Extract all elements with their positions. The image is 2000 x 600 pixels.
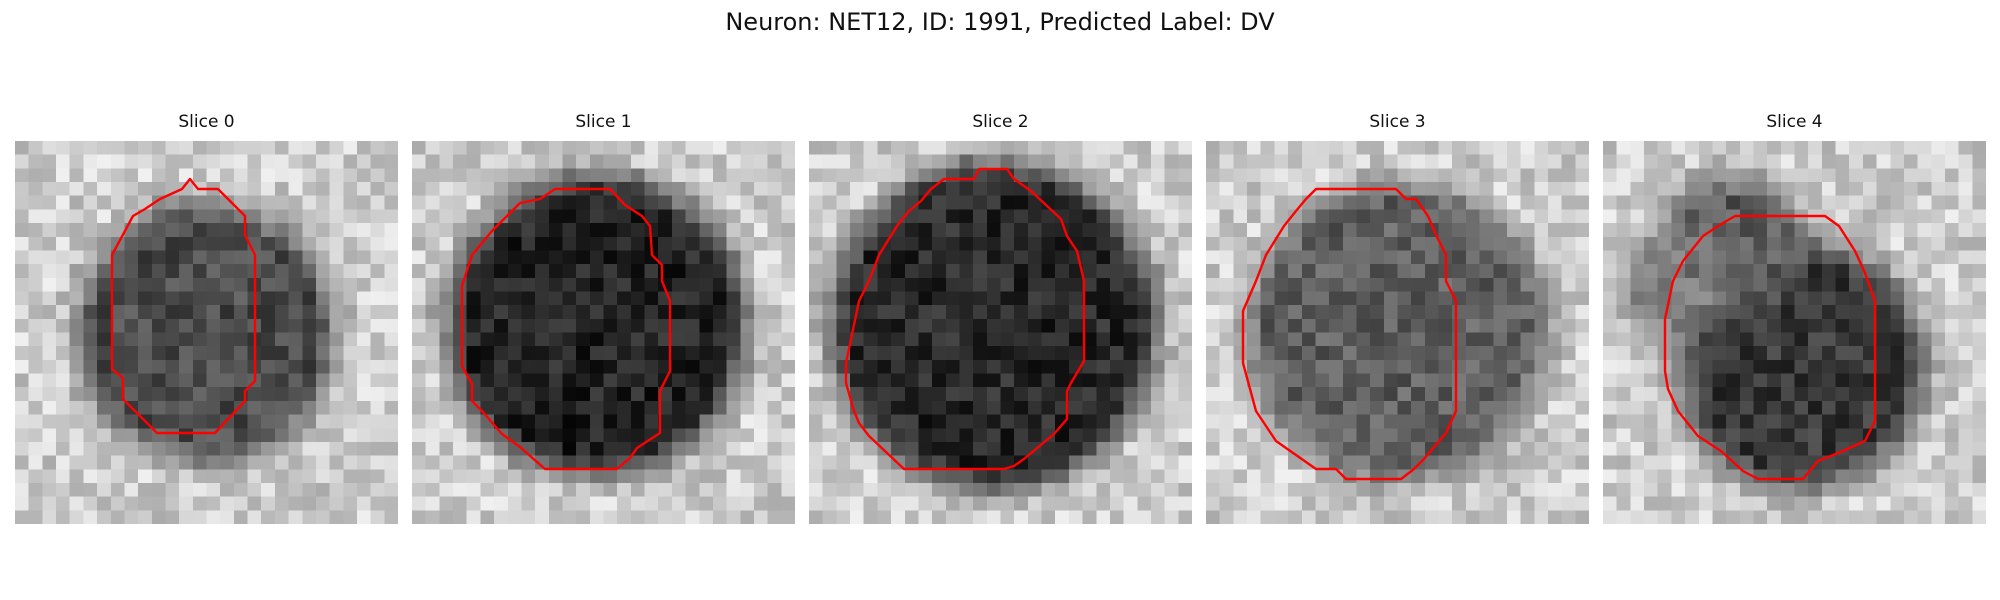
slice-title-4: Slice 4 (1766, 112, 1823, 132)
slice-image-1 (412, 141, 795, 524)
figure-title: Neuron: NET12, ID: 1991, Predicted Label… (725, 8, 1275, 36)
slice-panel-3: Slice 3 (1206, 113, 1589, 524)
slice-panel-4: Slice 4 (1603, 113, 1986, 524)
slice-panel-0: Slice 0 (15, 113, 398, 524)
slice-image-0 (15, 141, 398, 524)
slice-title-1: Slice 1 (575, 112, 632, 132)
slice-image-3 (1206, 141, 1589, 524)
roi-contour-4 (1663, 214, 1877, 481)
roi-contour-0 (110, 177, 257, 435)
slice-title-2: Slice 2 (972, 112, 1029, 132)
slice-title-0: Slice 0 (178, 112, 235, 132)
slice-title-3: Slice 3 (1369, 112, 1426, 132)
slice-image-4 (1603, 141, 1986, 524)
slice-image-2 (809, 141, 1192, 524)
roi-contour-1 (460, 187, 672, 471)
slice-panel-2: Slice 2 (809, 113, 1192, 524)
roi-contour-2 (844, 167, 1086, 471)
slice-panel-1: Slice 1 (412, 113, 795, 524)
roi-contour-3 (1241, 187, 1458, 481)
